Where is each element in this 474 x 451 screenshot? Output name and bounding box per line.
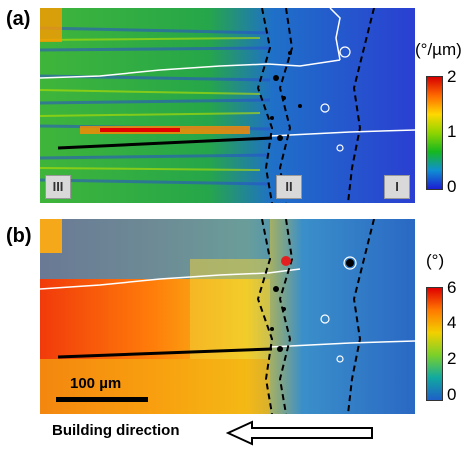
gos-map-b [40, 219, 415, 414]
kam-map-a [40, 8, 415, 203]
colorbar-a-tick-0: 0 [447, 177, 457, 196]
panel-b-label: (b) [6, 225, 32, 247]
zone-ii-label: II [276, 175, 302, 199]
colorbar-b-tick-0: 0 [447, 385, 457, 404]
panel-a-label: (a) [6, 8, 31, 30]
colorbar-b-tick-2: 2 [447, 349, 457, 368]
colorbar-b-tick-4: 4 [447, 313, 457, 332]
colorbar-a-tick-1: 1 [447, 122, 457, 141]
colorbar-b [426, 287, 443, 401]
colorbar-b-tick-6: 6 [447, 278, 457, 297]
scalebar [56, 397, 148, 402]
colorbar-a [426, 76, 443, 190]
building-direction-label: Building direction [52, 422, 180, 439]
colorbar-a-unit: (°/µm) [415, 40, 462, 59]
colorbar-b-unit: (°) [426, 251, 445, 270]
zone-iii-label: III [45, 175, 71, 199]
colorbar-a-tick-2: 2 [447, 67, 457, 86]
building-direction-arrow-icon [226, 420, 373, 446]
zone-i-label: I [384, 175, 410, 199]
scalebar-label: 100 µm [70, 375, 122, 392]
